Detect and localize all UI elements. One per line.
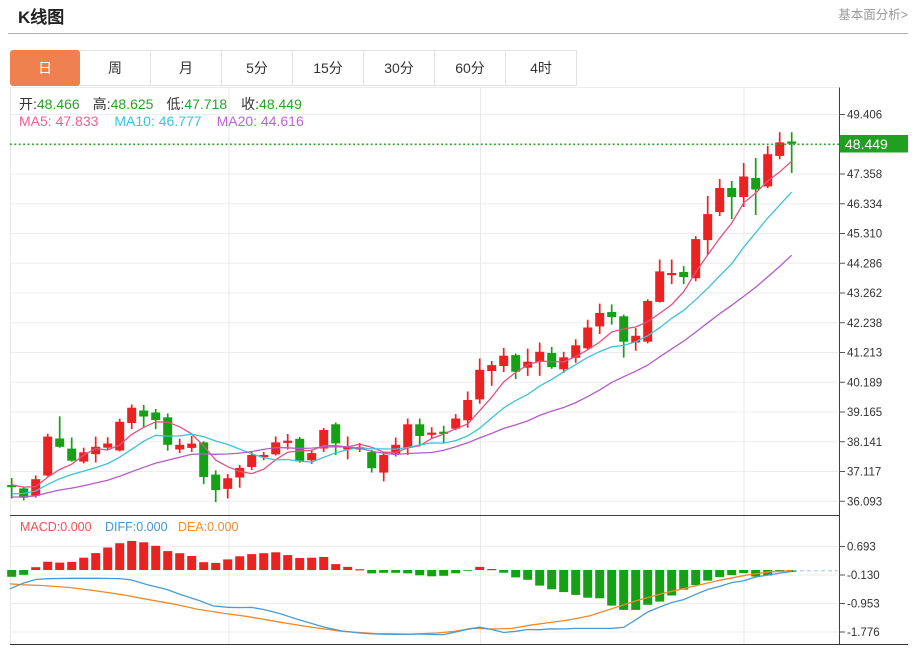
- svg-text:36.093: 36.093: [847, 496, 882, 508]
- svg-text:40.189: 40.189: [847, 377, 882, 389]
- svg-text:DEA:0.000: DEA:0.000: [178, 520, 239, 534]
- svg-text:MACD:0.000: MACD:0.000: [20, 520, 92, 534]
- svg-text:-0.130: -0.130: [847, 570, 880, 582]
- svg-text:DIFF:0.000: DIFF:0.000: [105, 520, 168, 534]
- svg-text:39.165: 39.165: [847, 407, 882, 419]
- svg-text:-0.953: -0.953: [847, 599, 880, 611]
- svg-text:47.358: 47.358: [847, 169, 882, 181]
- svg-text:43.262: 43.262: [847, 288, 882, 300]
- svg-text:37.117: 37.117: [847, 467, 881, 479]
- svg-text:48.449: 48.449: [845, 136, 888, 152]
- svg-text:44.286: 44.286: [847, 258, 882, 270]
- svg-text:42.238: 42.238: [847, 318, 882, 330]
- svg-text:49.406: 49.406: [847, 110, 882, 122]
- svg-text:46.334: 46.334: [847, 199, 883, 211]
- svg-text:0.693: 0.693: [847, 542, 876, 554]
- svg-text:-1.776: -1.776: [847, 627, 880, 639]
- svg-text:38.141: 38.141: [847, 437, 882, 449]
- svg-text:45.310: 45.310: [847, 229, 882, 241]
- svg-text:41.213: 41.213: [847, 348, 882, 360]
